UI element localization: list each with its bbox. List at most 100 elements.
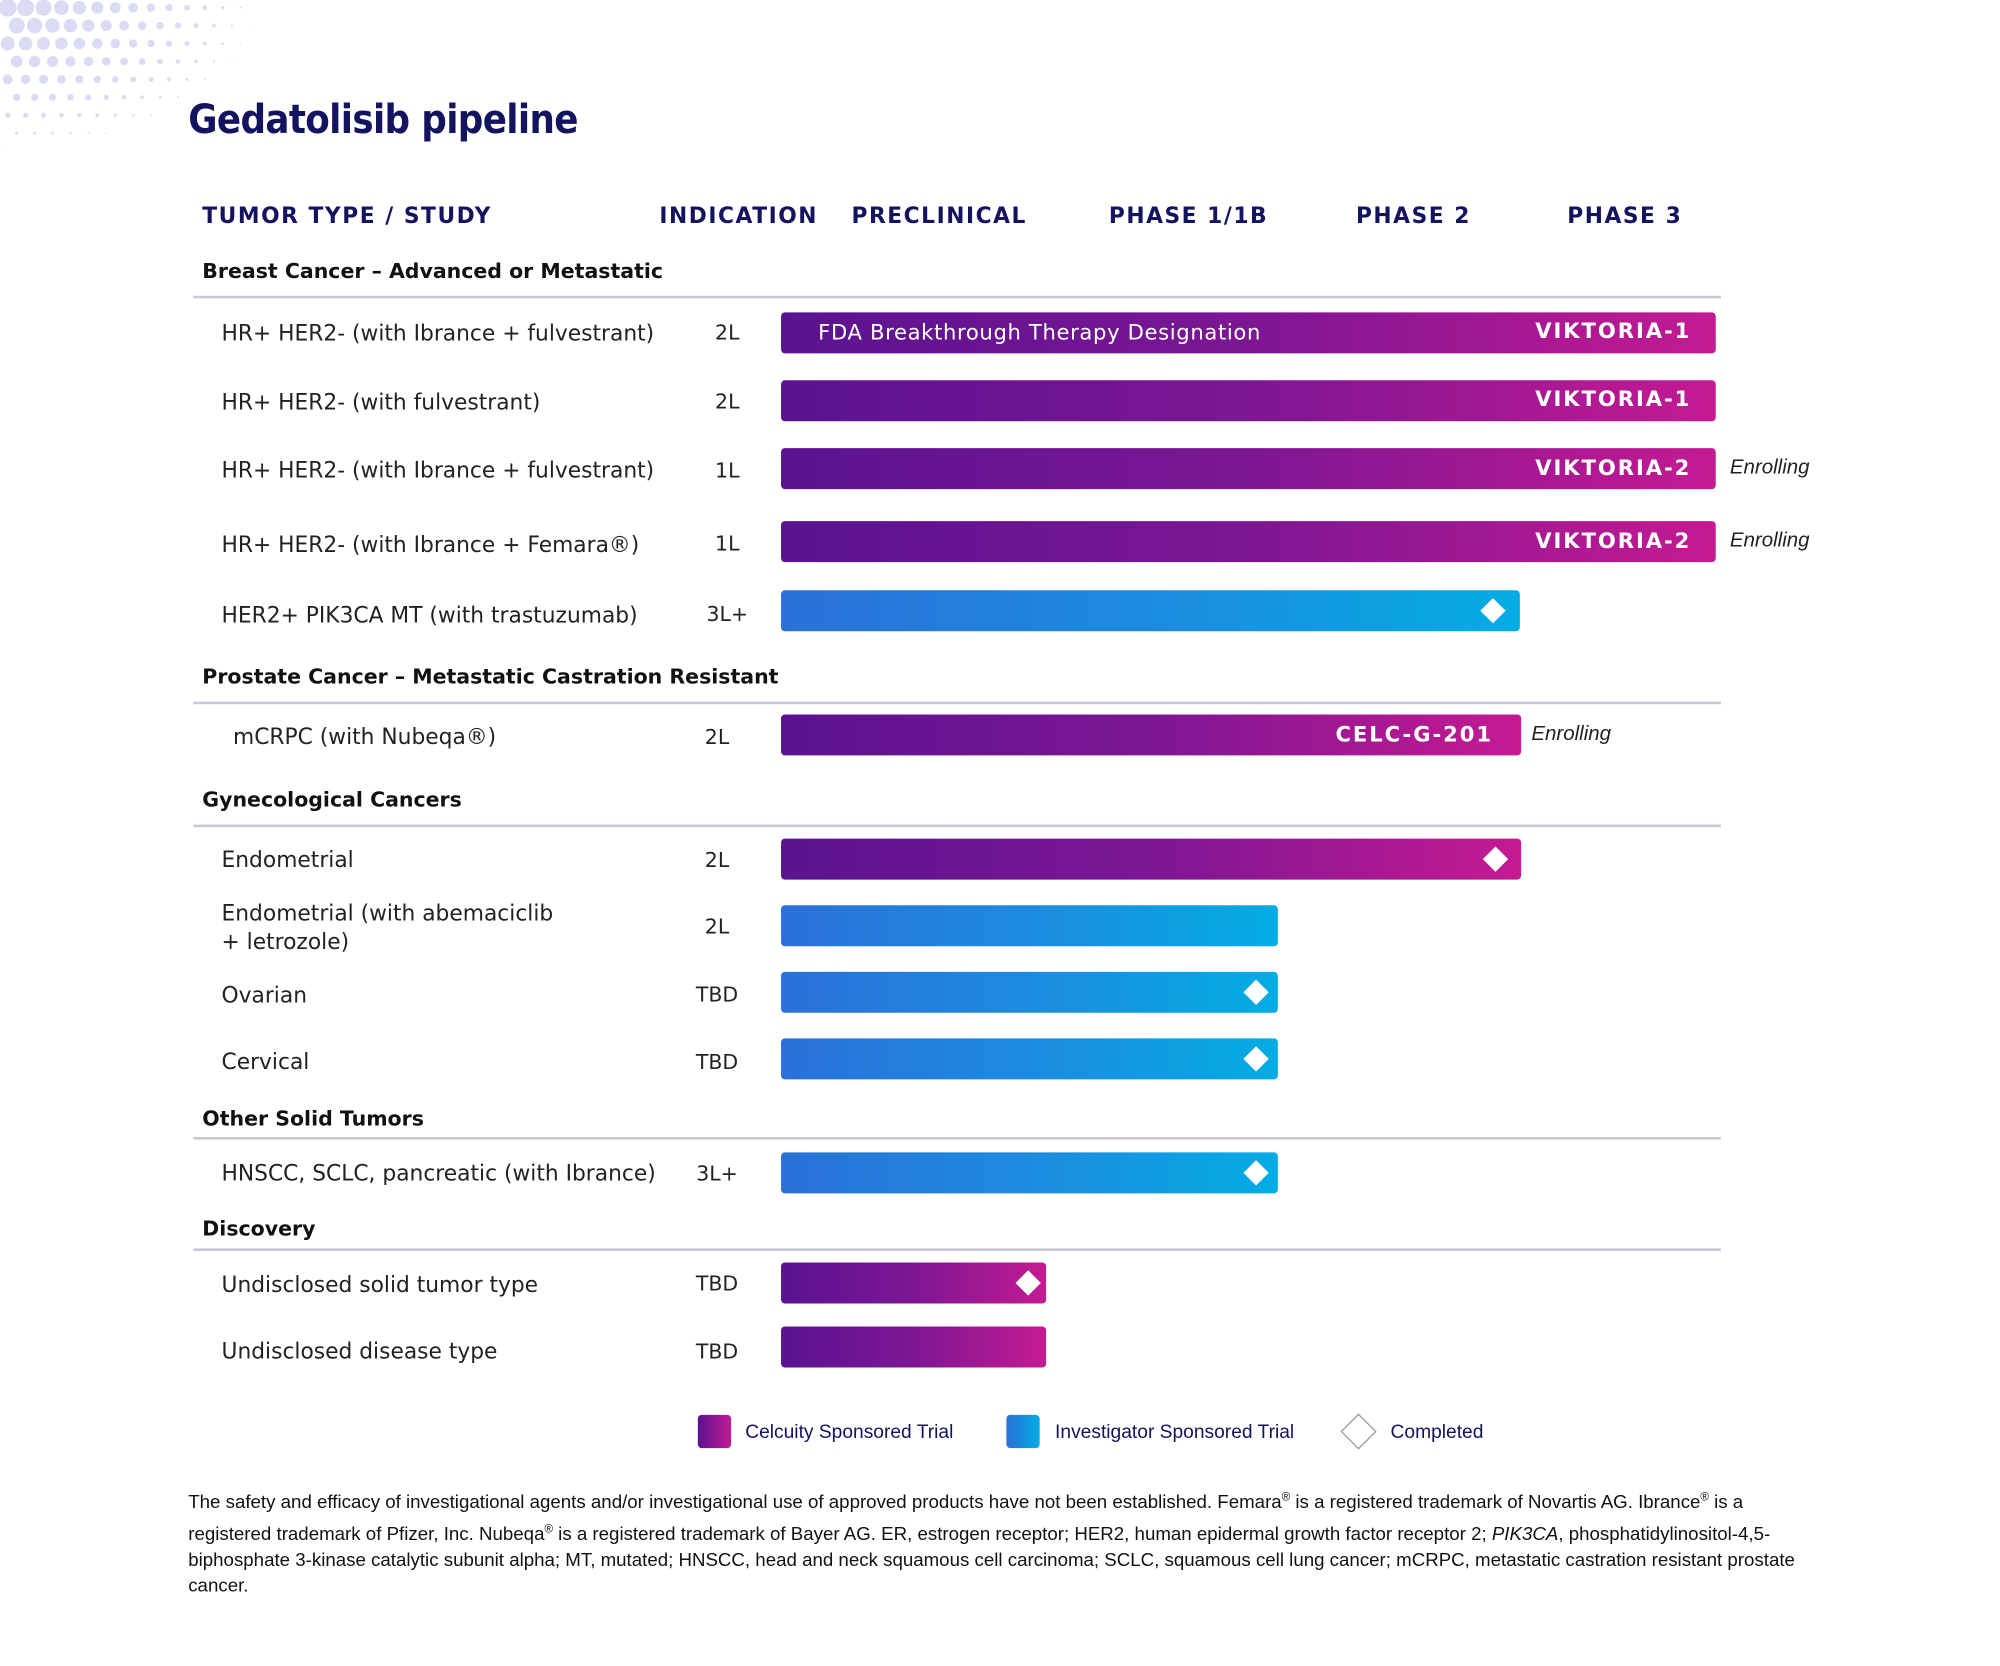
trial-bar-celcuity — [781, 714, 1522, 756]
decorative-dot — [38, 74, 49, 84]
row-indication: 2L — [715, 320, 740, 345]
decorative-dot — [105, 132, 108, 134]
decorative-dot — [10, 55, 23, 68]
decorative-dot — [202, 5, 208, 10]
decorative-dot — [231, 60, 233, 63]
decorative-dot — [194, 59, 198, 64]
decorative-dot — [100, 20, 112, 32]
decorative-dot — [165, 4, 173, 12]
decorative-dot — [211, 23, 216, 28]
decorative-dot — [63, 18, 78, 33]
decorative-dot — [157, 58, 163, 65]
section-divider — [193, 701, 1721, 705]
decorative-dot — [92, 38, 103, 49]
column-header-tumor-type: TUMOR TYPE / STUDY — [202, 203, 492, 230]
row-label: HR+ HER2- (with Ibrance + Femara®) — [221, 532, 640, 559]
decorative-dot — [148, 76, 154, 82]
decorative-dot — [120, 57, 129, 66]
row-label: Cervical — [221, 1049, 310, 1076]
section-divider — [193, 295, 1721, 299]
study-name: VIKTORIA-1 — [1535, 318, 1692, 344]
decorative-dot — [103, 94, 109, 100]
decorative-dot — [57, 75, 66, 84]
decorative-dot — [69, 131, 72, 135]
decorative-dot — [7, 150, 9, 152]
row-indication: 2L — [704, 914, 730, 939]
row-label: HR+ HER2- (with Ibrance + fulvestrant) — [221, 321, 655, 347]
decorative-dot — [203, 78, 206, 81]
row-label: mCRPC (with Nubeqa®) — [233, 724, 497, 751]
decorative-dot — [111, 76, 119, 83]
trial-bar-celcuity — [781, 521, 1716, 563]
row-label: Endometrial — [221, 847, 354, 874]
decorative-dot — [59, 112, 64, 118]
study-name: CELC-G-201 — [1335, 722, 1494, 747]
decorative-dot — [174, 22, 182, 29]
trial-bar-investigator — [781, 590, 1520, 632]
row-indication: 3L+ — [696, 1161, 738, 1186]
footnote: The safety and efficacy of investigation… — [188, 1490, 1795, 1597]
section-gynecological-cancers: Gynecological Cancers — [202, 787, 462, 812]
column-header-preclinical: PRECLINICAL — [851, 203, 1027, 230]
decorative-dot — [146, 3, 156, 12]
decorative-dot — [4, 112, 11, 118]
decorative-dot — [45, 18, 60, 33]
decorative-dot — [83, 56, 94, 67]
decorative-dot — [8, 17, 25, 34]
row-label-continued: + letrozole) — [221, 929, 350, 956]
decorative-dot — [87, 132, 90, 135]
row-indication: 3L+ — [706, 601, 749, 627]
decorative-dot — [113, 113, 117, 117]
decorative-dot — [47, 55, 58, 67]
section-breast-cancer: Breast Cancer – Advanced or Metastatic — [202, 258, 664, 283]
row-label: HR+ HER2- (with fulvestrant) — [221, 390, 541, 417]
decorative-dot-pattern — [0, 0, 251, 152]
decorative-dot — [230, 24, 233, 27]
decorative-dot — [73, 37, 86, 50]
decorative-dot — [95, 113, 100, 118]
row-indication: 2L — [704, 847, 730, 872]
decorative-dot — [54, 0, 69, 16]
study-name: VIKTORIA-2 — [1535, 528, 1692, 554]
decorative-dot — [156, 21, 164, 30]
trial-bar-celcuity — [781, 312, 1716, 354]
trial-bar-celcuity — [781, 1262, 1047, 1304]
row-label: HNSCC, SCLC, pancreatic (with Ibrance) — [221, 1161, 656, 1187]
decorative-dot — [26, 17, 43, 34]
decorative-dot — [128, 39, 138, 48]
decorative-dot — [221, 42, 225, 45]
decorative-dot — [12, 93, 21, 102]
decorative-dot — [91, 1, 104, 14]
row-indication: 1L — [715, 531, 740, 556]
row-indication: 2L — [704, 724, 730, 750]
decorative-dot — [0, 0, 17, 17]
section-other-solid-tumors: Other Solid Tumors — [202, 1106, 424, 1131]
decorative-dot — [33, 131, 37, 135]
decorative-dot — [55, 37, 68, 50]
decorative-dot — [41, 112, 47, 118]
decorative-dot — [109, 2, 121, 14]
decorative-dot — [30, 93, 39, 101]
decorative-dot — [49, 93, 56, 101]
decorative-dot — [193, 23, 199, 29]
decorative-dot — [175, 59, 181, 64]
row-label: Undisclosed disease type — [221, 1339, 498, 1365]
decorative-dot — [195, 96, 197, 98]
decorative-dot — [184, 41, 190, 47]
study-name: VIKTORIA-2 — [1535, 455, 1692, 481]
decorative-dot — [28, 55, 41, 68]
decorative-dot — [36, 36, 51, 51]
trial-bar-celcuity — [781, 838, 1522, 880]
fda-designation-label: FDA Breakthrough Therapy Designation — [818, 320, 1261, 345]
column-header-phase-1: PHASE 1/1B — [1108, 203, 1269, 230]
decorative-dot — [165, 40, 173, 47]
decorative-dot — [110, 38, 120, 49]
decorative-dot — [75, 75, 84, 84]
row-label: Undisclosed solid tumor type — [221, 1272, 539, 1299]
decorative-dot — [121, 95, 127, 100]
decorative-dot — [138, 58, 146, 65]
section-prostate-cancer: Prostate Cancer – Metastatic Castration … — [202, 664, 779, 689]
study-name: VIKTORIA-1 — [1535, 386, 1692, 412]
trial-bar-celcuity — [781, 1326, 1047, 1368]
